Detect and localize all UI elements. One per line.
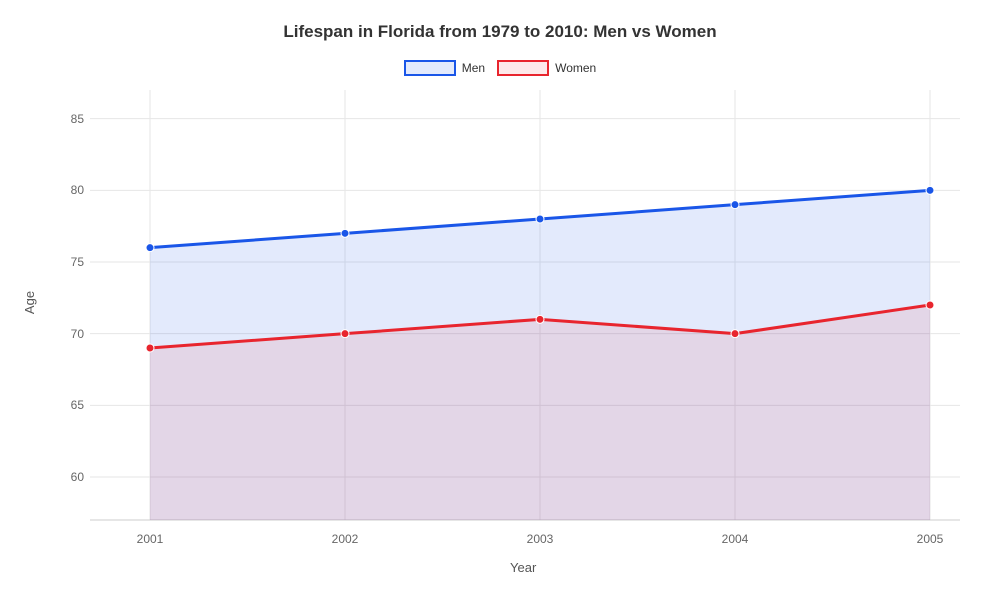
y-axis-label: Age: [22, 291, 37, 314]
chart-container: Lifespan in Florida from 1979 to 2010: M…: [0, 0, 1000, 600]
x-tick-label: 2005: [917, 532, 944, 546]
x-tick-label: 2004: [722, 532, 749, 546]
x-tick-label: 2002: [332, 532, 359, 546]
x-tick-label: 2001: [137, 532, 164, 546]
x-tick-label: 2003: [527, 532, 554, 546]
y-tick-label: 80: [60, 183, 84, 197]
y-tick-label: 75: [60, 255, 84, 269]
y-tick-label: 70: [60, 327, 84, 341]
plot-area: [0, 0, 1000, 600]
y-tick-label: 65: [60, 398, 84, 412]
x-axis-label: Year: [510, 560, 536, 575]
y-tick-label: 85: [60, 112, 84, 126]
y-tick-label: 60: [60, 470, 84, 484]
